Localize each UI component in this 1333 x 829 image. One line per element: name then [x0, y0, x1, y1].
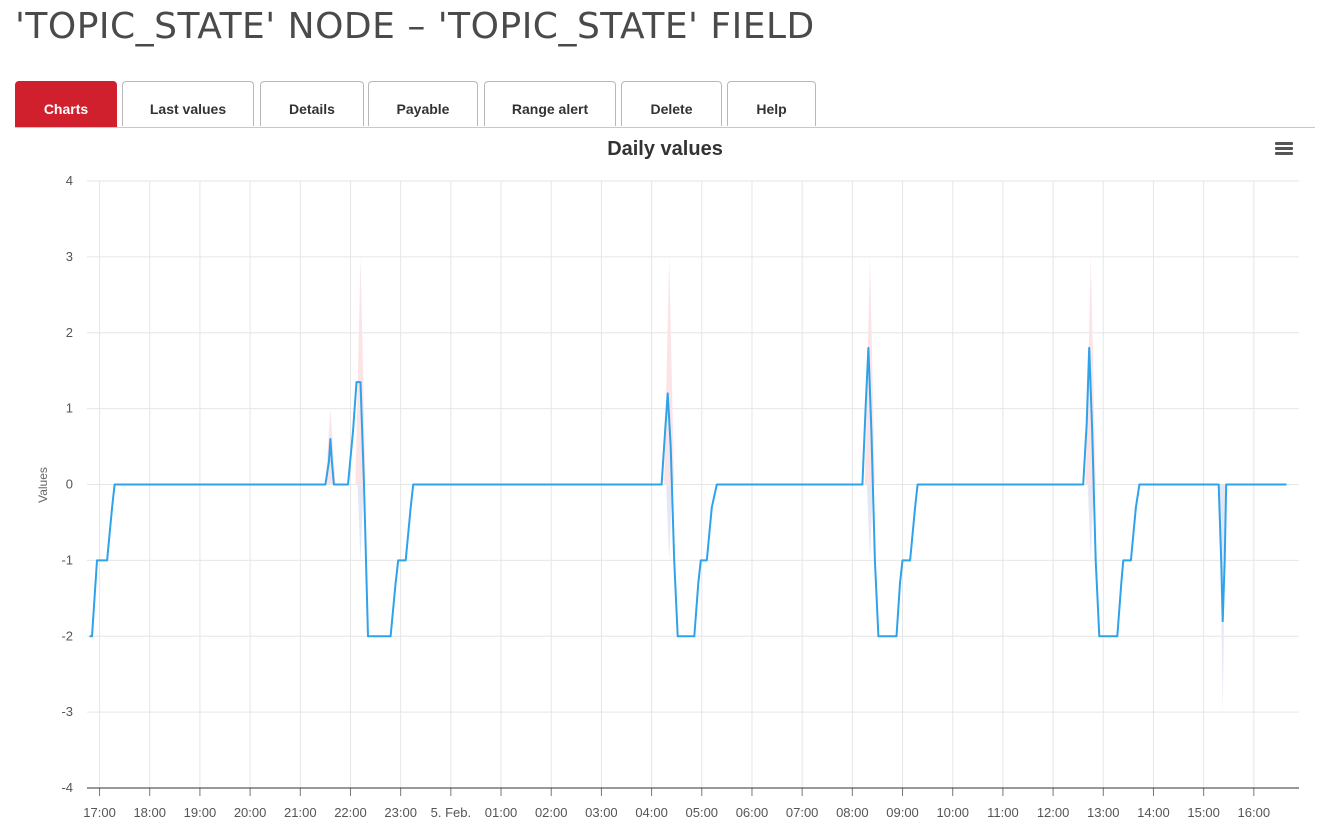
range-low-spike: [866, 484, 873, 561]
y-tick-label: 0: [66, 477, 73, 492]
x-tick-label: 05:00: [686, 805, 719, 820]
chart-container: Daily values Values 4 3 2 1 0 -1 -2 -3 -4 17:00 1…: [15, 128, 1315, 824]
y-axis-label: Values: [36, 467, 50, 503]
tab-details[interactable]: Details: [260, 81, 364, 126]
y-tick-label: 2: [66, 325, 73, 340]
x-tick-label: 03:00: [585, 805, 618, 820]
y-tick-label: -3: [61, 704, 73, 719]
x-tick-label: 13:00: [1087, 805, 1120, 820]
x-tick-label: 15:00: [1187, 805, 1220, 820]
x-tick-label: 02:00: [535, 805, 568, 820]
x-tick-label: 17:00: [83, 805, 116, 820]
x-tick-label: 12:00: [1037, 805, 1070, 820]
y-tick-label: 3: [66, 249, 73, 264]
x-tick-label: 14:00: [1137, 805, 1170, 820]
range-low-spike: [666, 484, 673, 561]
series-layer: [89, 346, 1287, 638]
tab-bar: Charts Last values Details Payable Range…: [15, 81, 1315, 128]
range-low-spike: [1087, 484, 1094, 561]
y-tick-label: -4: [61, 780, 73, 795]
x-tick-label: 18:00: [133, 805, 166, 820]
range-high-spike: [355, 256, 366, 485]
x-axis-ticks: 17:00 18:00 19:00 20:00 21:00 22:00 23:00 5. Fe…: [83, 787, 1299, 820]
y-tick-label: -2: [61, 628, 73, 643]
tab-payable[interactable]: Payable: [368, 81, 478, 126]
x-tick-label: 10:00: [936, 805, 969, 820]
tab-delete[interactable]: Delete: [621, 81, 722, 126]
x-tick-label: 07:00: [786, 805, 819, 820]
x-tick-label: 21:00: [284, 805, 317, 820]
x-tick-label: 11:00: [987, 805, 1019, 820]
x-tick-label: 20:00: [234, 805, 267, 820]
hamburger-menu-icon[interactable]: [1274, 140, 1294, 158]
y-axis-ticks: 4 3 2 1 0 -1 -2 -3 -4: [61, 173, 73, 795]
x-tick-label: 04:00: [635, 805, 668, 820]
x-tick-label: 23:00: [384, 805, 417, 820]
series-line: [89, 346, 1287, 638]
x-tick-label: 19:00: [184, 805, 217, 820]
tab-charts[interactable]: Charts: [15, 81, 117, 127]
tab-last-values[interactable]: Last values: [122, 81, 254, 126]
page-title: 'TOPIC_STATE' NODE – 'TOPIC_STATE' FIELD: [15, 6, 815, 47]
x-tick-label: 5. Feb.: [431, 805, 471, 820]
x-tick-label: 08:00: [836, 805, 869, 820]
y-tick-label: 4: [66, 173, 73, 188]
y-tick-label: 1: [66, 401, 73, 416]
tab-range-alert[interactable]: Range alert: [484, 81, 616, 126]
x-tick-label: 06:00: [736, 805, 769, 820]
x-tick-label: 01:00: [485, 805, 518, 820]
tab-help[interactable]: Help: [727, 81, 816, 126]
x-tick-label: 09:00: [886, 805, 919, 820]
chart-title: Daily values: [607, 138, 723, 160]
range-low-spike: [357, 484, 364, 561]
range-high-spike: [664, 256, 675, 485]
y-tick-label: -1: [61, 552, 73, 567]
x-tick-label: 16:00: [1238, 805, 1271, 820]
x-tick-label: 22:00: [334, 805, 367, 820]
